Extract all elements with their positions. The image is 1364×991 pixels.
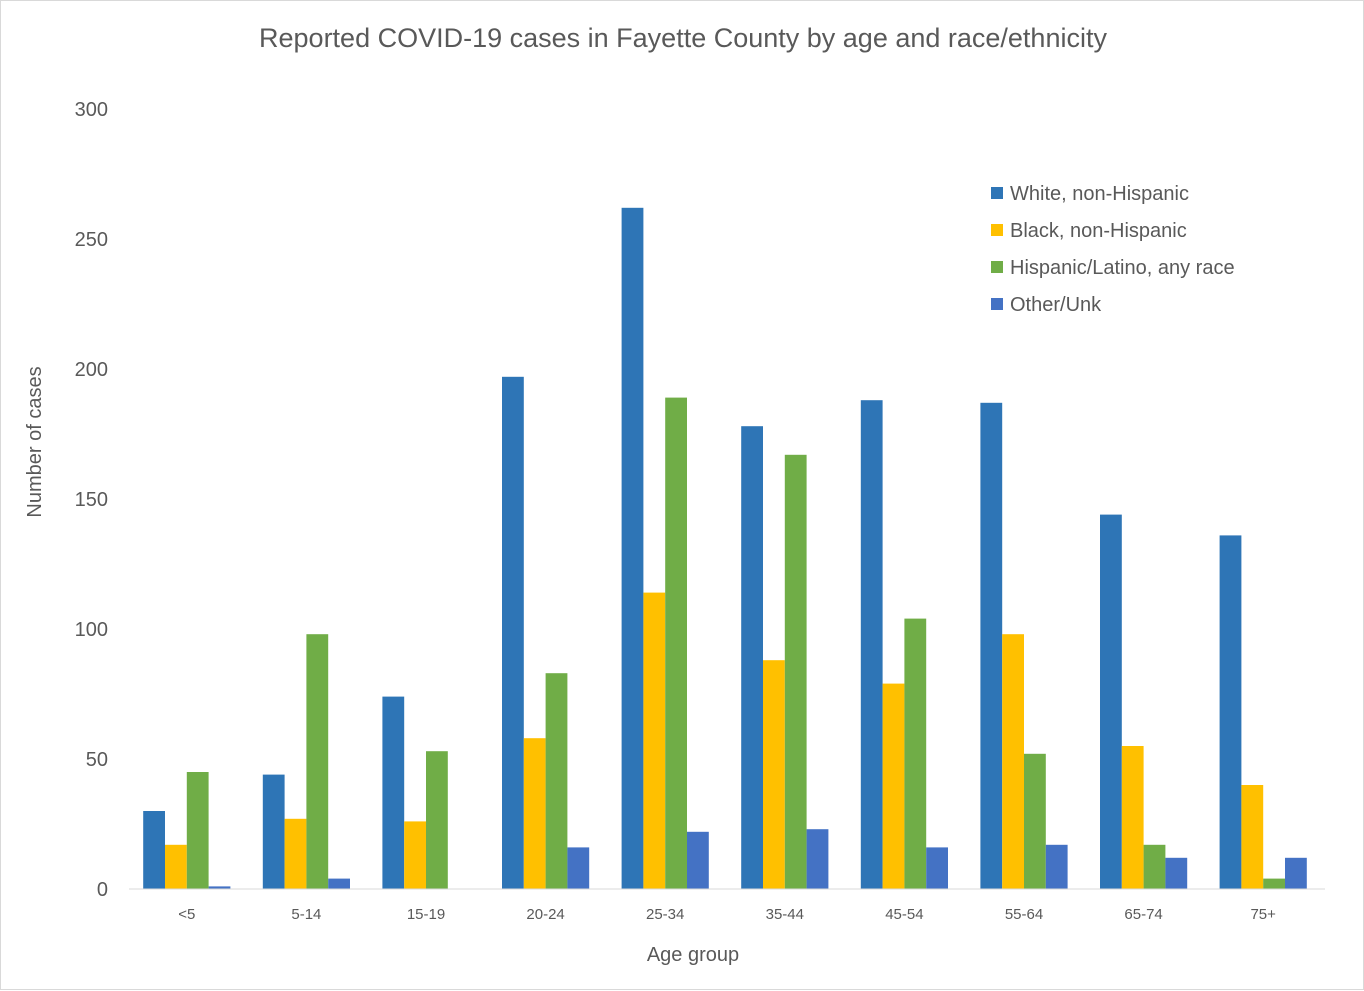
- bar: [328, 878, 350, 889]
- bar: [143, 811, 165, 889]
- bar: [904, 618, 927, 889]
- bar: [741, 426, 763, 889]
- bar: [980, 402, 1003, 889]
- bar: [502, 376, 524, 889]
- bar: [208, 886, 231, 889]
- y-tick-label: 100: [75, 619, 108, 641]
- y-axis-title: Number of cases: [24, 366, 46, 517]
- bar: [621, 207, 644, 890]
- x-tick-label: <5: [178, 906, 195, 923]
- x-tick-label: 45-54: [885, 906, 923, 923]
- bar: [1285, 857, 1307, 889]
- bar: [860, 400, 883, 889]
- bar: [523, 738, 546, 889]
- legend: White, non-Hispanic Black, non-Hispanic Hi…: [991, 183, 1235, 316]
- y-tick-label: 300: [75, 99, 108, 121]
- x-tick-label: 25-34: [646, 906, 684, 923]
- y-axis-ticks: 0 50 100 150 200 250 300: [75, 99, 108, 901]
- legend-swatch: [991, 261, 1003, 273]
- bar: [1241, 785, 1264, 889]
- bar: [1100, 514, 1122, 889]
- bars: [143, 207, 1307, 890]
- bar: [1024, 753, 1046, 889]
- bar: [643, 592, 666, 889]
- bar: [763, 660, 785, 889]
- bar: [567, 847, 590, 889]
- legend-label: White, non-Hispanic: [1010, 183, 1189, 205]
- bar: [784, 454, 807, 889]
- x-tick-label: 65-74: [1124, 906, 1162, 923]
- legend-label: Hispanic/Latino, any race: [1010, 257, 1235, 279]
- bar: [262, 774, 285, 889]
- bar: [306, 634, 329, 889]
- y-tick-label: 0: [97, 879, 108, 901]
- bar: [687, 831, 709, 889]
- x-tick-label: 35-44: [766, 906, 804, 923]
- bar: [1143, 844, 1166, 889]
- bar: [665, 397, 687, 889]
- x-tick-label: 55-64: [1005, 906, 1043, 923]
- bar: [1165, 857, 1188, 889]
- bar: [926, 847, 948, 889]
- bar: [382, 696, 405, 889]
- x-axis-title: Age group: [647, 944, 739, 966]
- bar: [186, 772, 209, 889]
- bar: [404, 821, 426, 889]
- bar: [426, 751, 448, 889]
- bar: [1263, 878, 1285, 889]
- x-tick-label: 15-19: [407, 906, 445, 923]
- y-tick-label: 250: [75, 229, 108, 251]
- bar: [284, 818, 307, 889]
- x-axis-ticks: <5 5-14 15-19 20-24 25-34 35-44 45-54 55-64 65-7…: [178, 906, 1276, 923]
- bar: [165, 844, 187, 889]
- bar: [806, 829, 829, 889]
- x-tick-label: 20-24: [526, 906, 564, 923]
- bar: [1219, 535, 1242, 889]
- chart-title: Reported COVID-19 cases in Fayette Count…: [259, 23, 1107, 53]
- y-tick-label: 150: [75, 489, 108, 511]
- legend-label: Other/Unk: [1010, 294, 1102, 316]
- bar: [1002, 634, 1024, 889]
- legend-swatch: [991, 298, 1003, 310]
- bar: [545, 673, 568, 889]
- x-tick-label: 5-14: [291, 906, 321, 923]
- bar: [1121, 746, 1144, 889]
- y-tick-label: 50: [86, 749, 108, 771]
- legend-swatch: [991, 187, 1003, 199]
- bar: [1045, 844, 1068, 889]
- x-tick-label: 75+: [1250, 906, 1276, 923]
- legend-swatch: [991, 224, 1003, 236]
- bar: [882, 683, 905, 889]
- legend-label: Black, non-Hispanic: [1010, 220, 1187, 242]
- y-tick-label: 200: [75, 359, 108, 381]
